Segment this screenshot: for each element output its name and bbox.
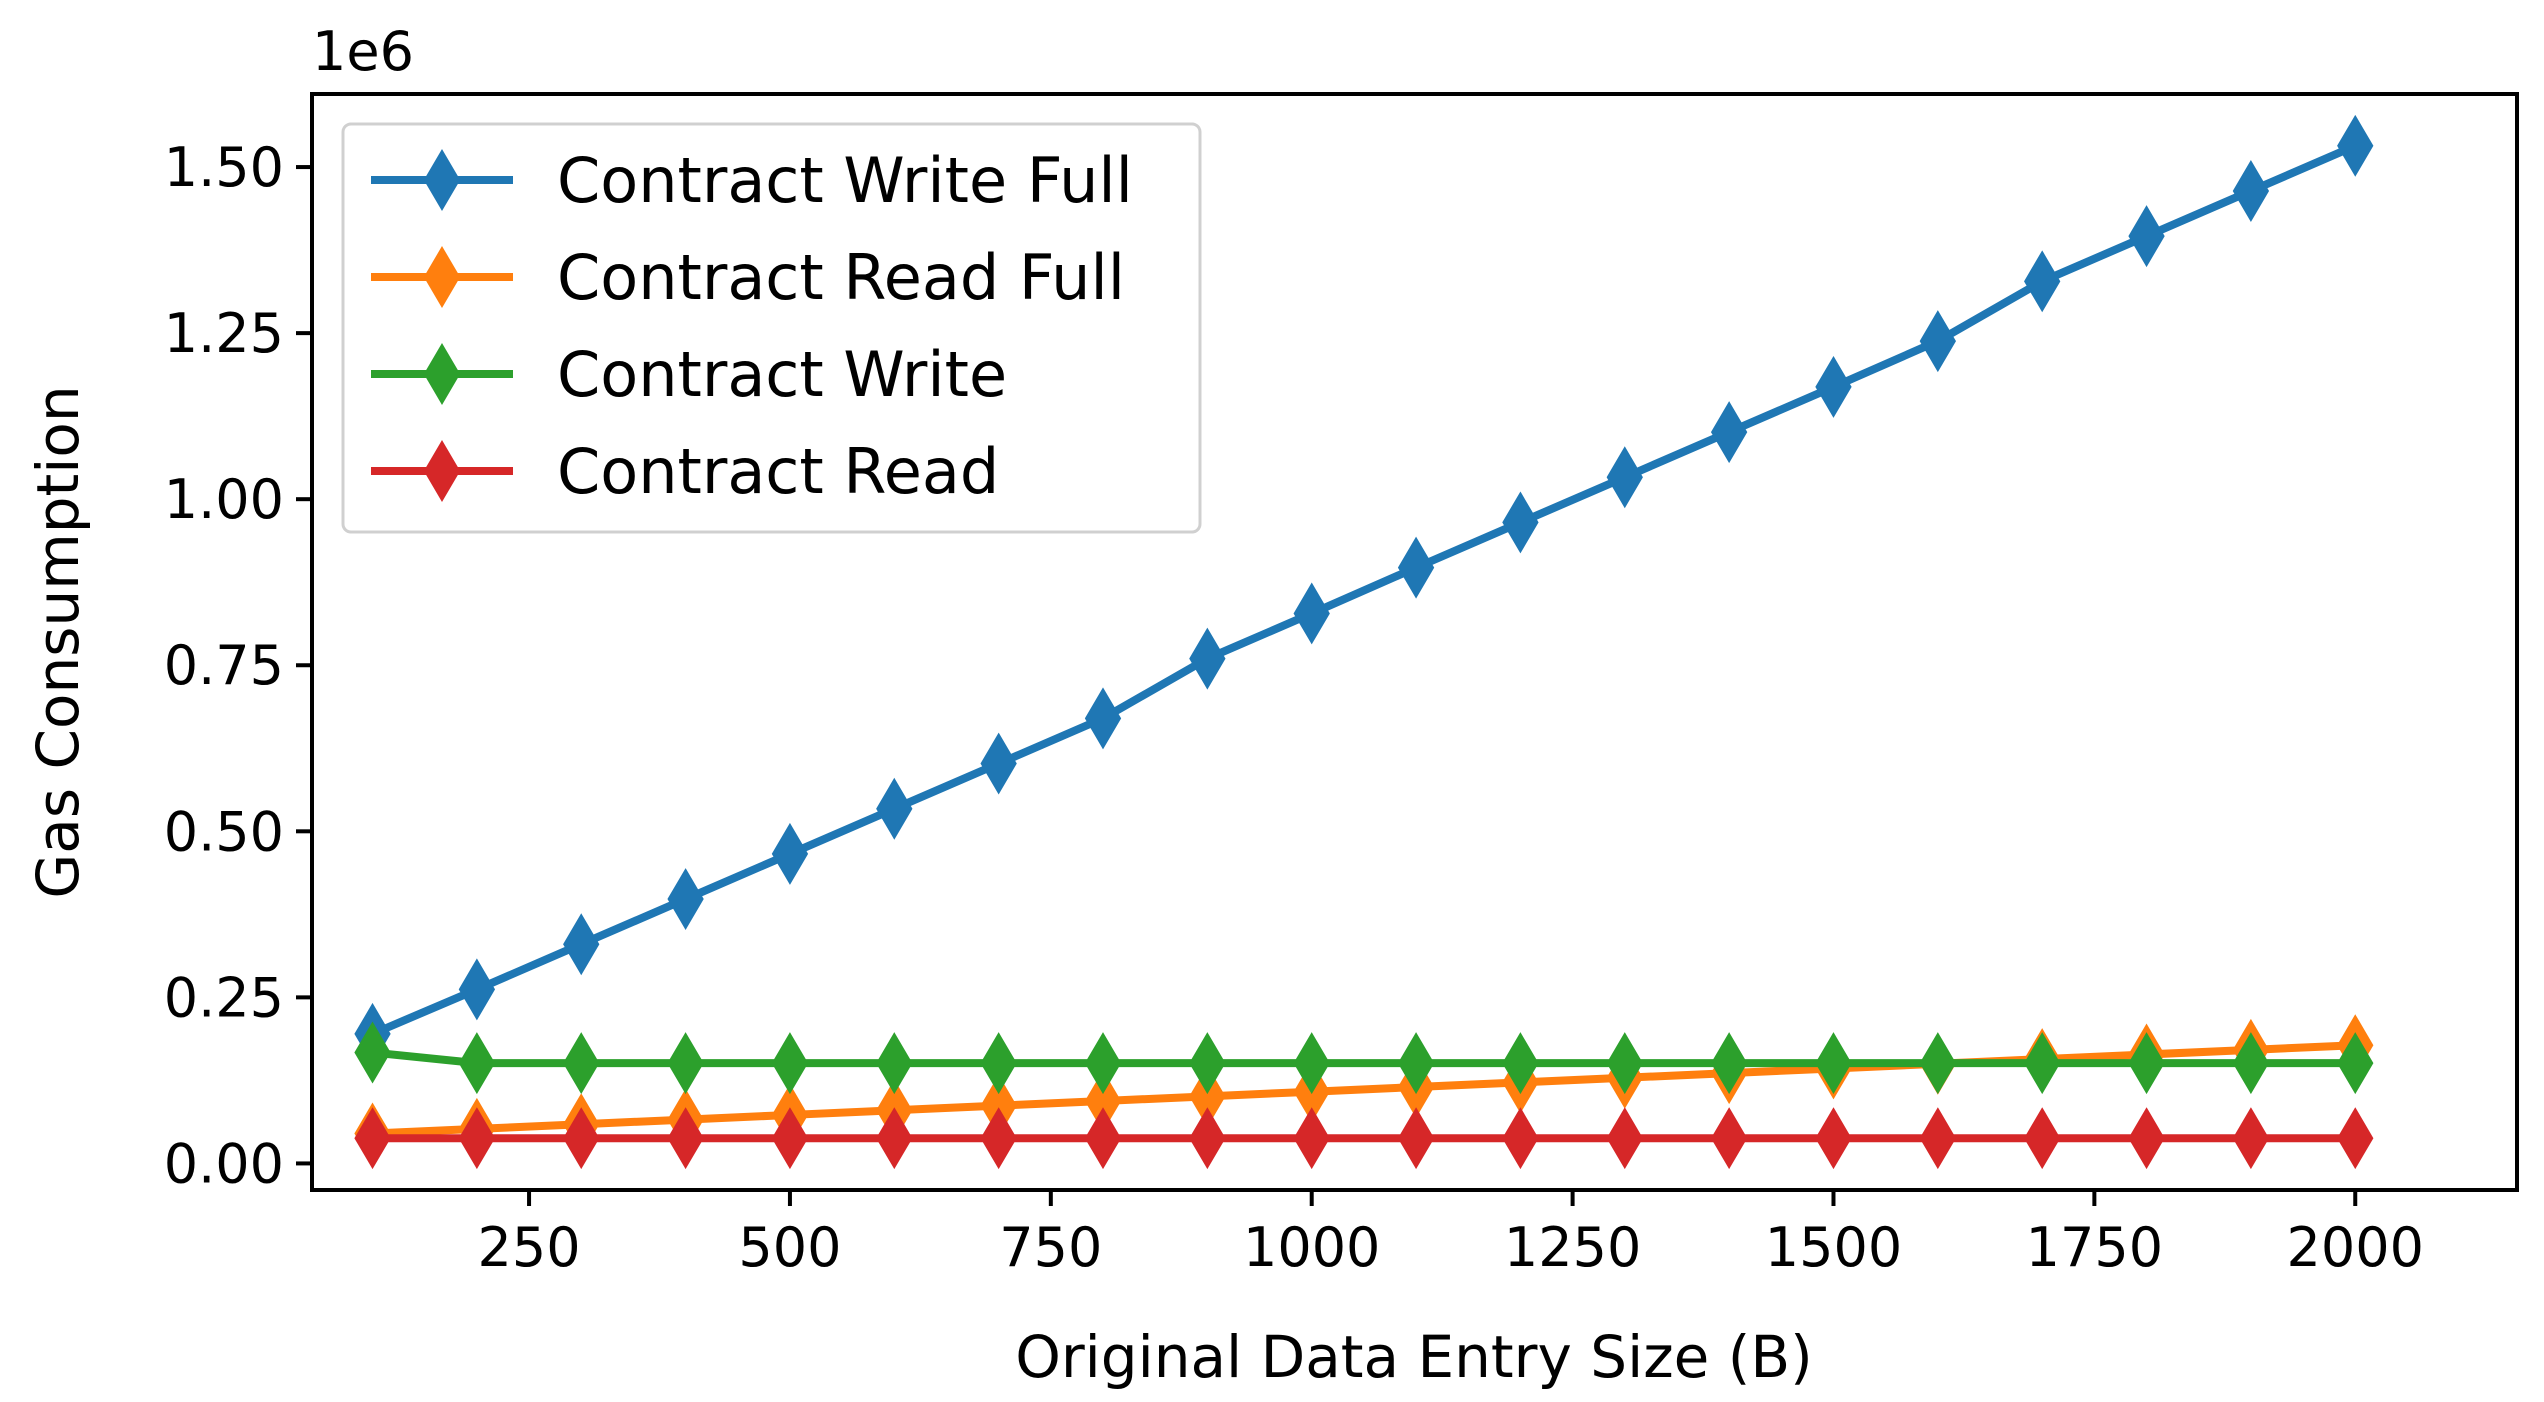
- data-point: [2128, 1107, 2165, 1170]
- data-point: [667, 868, 704, 931]
- legend-label: Contract Read Full: [557, 241, 1125, 314]
- data-point: [354, 1021, 391, 1084]
- data-point: [2128, 1032, 2165, 1095]
- data-point: [1919, 310, 1956, 373]
- data-point: [563, 913, 600, 976]
- data-point: [354, 1107, 391, 1170]
- data-point: [458, 1107, 496, 1170]
- series-contract-read: [354, 1107, 2374, 1170]
- data-point: [1189, 627, 1226, 690]
- data-point: [980, 732, 1017, 795]
- data-point: [876, 1107, 913, 1170]
- data-point: [2232, 1107, 2270, 1170]
- y-axis-offset-label: 1e6: [312, 20, 414, 83]
- data-point: [1293, 1107, 1330, 1170]
- y-axis-title: Gas Consumption: [24, 385, 92, 898]
- data-point: [771, 822, 809, 885]
- legend-label: Contract Write Full: [557, 144, 1133, 217]
- data-point: [1606, 1107, 1643, 1170]
- data-point: [1815, 1107, 1852, 1170]
- legend: Contract Write Full Contract Read Full Con…: [341, 122, 1202, 534]
- series-line: [370, 142, 2357, 1038]
- data-point: [1397, 536, 1435, 599]
- data-point: [2024, 1107, 2061, 1170]
- data-point: [876, 1032, 913, 1095]
- data-point: [2337, 114, 2374, 177]
- x-tick-label: 750: [999, 1216, 1102, 1279]
- data-point: [1502, 1107, 1539, 1170]
- y-axis: 0.00 0.25 0.50 0.75 1.00 1.25 1.50: [164, 136, 312, 1195]
- y-tick-label: 0.75: [164, 634, 284, 697]
- x-axis: 250 500 750 1000 1250 1500 1750 2000: [478, 1190, 2424, 1279]
- data-point: [1919, 1107, 1956, 1170]
- data-point: [1084, 1032, 1122, 1095]
- x-tick-label: 1750: [2026, 1216, 2163, 1279]
- y-tick-label: 1.50: [164, 136, 284, 199]
- data-point: [2232, 1032, 2270, 1095]
- data-point: [2337, 1107, 2374, 1170]
- data-point: [1606, 446, 1643, 509]
- data-point: [1815, 1032, 1852, 1095]
- data-point: [1710, 1032, 1748, 1095]
- legend-box: [341, 122, 1202, 534]
- y-tick-label: 1.00: [164, 468, 284, 531]
- data-point: [2232, 160, 2270, 222]
- legend-label: Contract Read: [557, 435, 999, 508]
- data-point: [2024, 1032, 2061, 1095]
- y-tick-label: 0.00: [164, 1132, 284, 1195]
- data-point: [2337, 1032, 2374, 1095]
- x-tick-label: 1250: [1504, 1216, 1641, 1279]
- data-point: [1293, 1032, 1330, 1095]
- data-point: [2128, 205, 2165, 268]
- data-point: [771, 1032, 809, 1095]
- data-point: [980, 1032, 1017, 1095]
- x-tick-label: 1000: [1243, 1216, 1380, 1279]
- data-point: [667, 1032, 704, 1095]
- data-point: [1397, 1032, 1435, 1095]
- data-point: [980, 1107, 1017, 1170]
- legend-marker: [423, 343, 461, 405]
- data-point: [1189, 1107, 1226, 1170]
- data-point: [876, 777, 913, 840]
- data-point: [1084, 687, 1122, 750]
- data-point: [1084, 1107, 1122, 1170]
- x-tick-label: 500: [738, 1216, 841, 1279]
- data-point: [1189, 1032, 1226, 1095]
- y-tick-label: 0.25: [164, 966, 284, 1029]
- data-point: [1502, 1032, 1539, 1095]
- x-axis-title: Original Data Entry Size (B): [1015, 1323, 1813, 1391]
- data-point: [1815, 355, 1852, 418]
- data-point: [563, 1107, 600, 1170]
- x-tick-label: 1500: [1765, 1216, 1902, 1279]
- legend-marker: [423, 440, 461, 502]
- x-tick-label: 2000: [2287, 1216, 2424, 1279]
- series-contract-write-full: [354, 114, 2374, 1065]
- x-tick-label: 250: [478, 1216, 581, 1279]
- data-point: [458, 1032, 496, 1095]
- plot-frame: [310, 92, 2519, 1192]
- data-point: [1293, 582, 1330, 645]
- data-point: [458, 958, 496, 1021]
- data-point: [771, 1107, 809, 1170]
- data-point: [1710, 1107, 1748, 1170]
- data-point: [1919, 1032, 1956, 1095]
- series-contract-write: [354, 1021, 2374, 1095]
- data-point: [1606, 1032, 1643, 1095]
- y-tick-label: 0.50: [164, 800, 284, 863]
- legend-label: Contract Write: [557, 338, 1007, 411]
- data-point: [1710, 401, 1748, 464]
- legend-marker: [423, 246, 461, 308]
- data-point: [2024, 250, 2061, 313]
- data-point: [667, 1107, 704, 1170]
- y-tick-label: 1.25: [164, 302, 284, 365]
- legend-marker: [423, 149, 461, 211]
- data-point: [1397, 1107, 1435, 1170]
- data-point: [1502, 491, 1539, 554]
- series-layer: [354, 114, 2374, 1170]
- legend-entries: Contract Write Full Contract Read Full Con…: [371, 144, 1133, 508]
- data-point: [563, 1032, 600, 1095]
